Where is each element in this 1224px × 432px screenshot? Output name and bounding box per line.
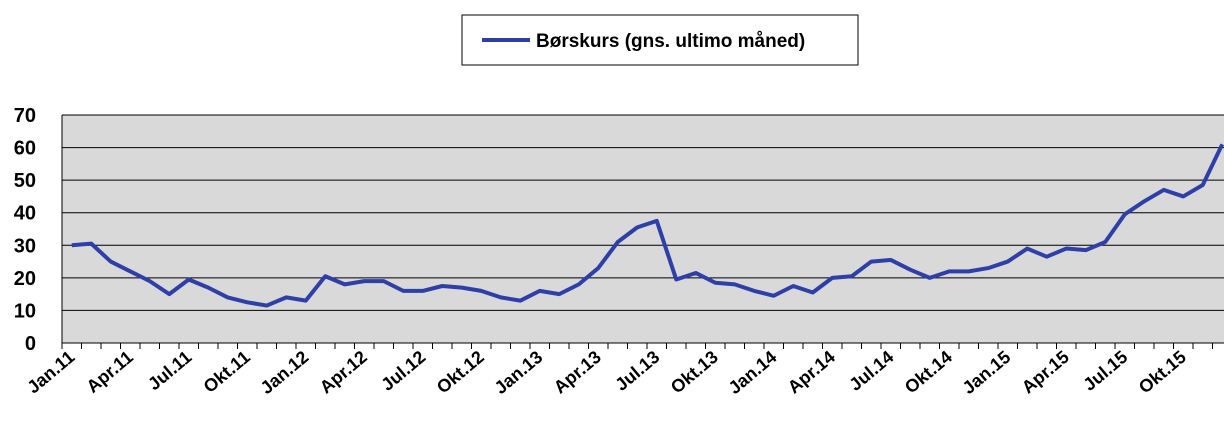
x-tick-label: Apr.15 bbox=[1018, 347, 1073, 398]
x-tick-label: Jul.11 bbox=[144, 347, 195, 394]
x-tick-label: Jul.12 bbox=[377, 347, 429, 395]
x-tick-label: Okt.12 bbox=[433, 347, 488, 398]
y-tick-label: 10 bbox=[14, 300, 36, 322]
x-tick-label: Jul.15 bbox=[1079, 347, 1131, 395]
x-tick-label: Apr.12 bbox=[316, 347, 371, 398]
y-tick-label: 20 bbox=[14, 268, 36, 290]
legend-label: Børskurs (gns. ultimo måned) bbox=[536, 31, 805, 52]
x-tick-label: Apr.11 bbox=[83, 347, 137, 397]
x-tick-label: Jan.12 bbox=[257, 347, 313, 398]
x-tick-label: Okt.14 bbox=[901, 347, 956, 398]
x-tick-label: Jul.14 bbox=[845, 347, 897, 395]
x-tick-label: Okt.11 bbox=[200, 347, 254, 397]
x-tick-label: Okt.13 bbox=[667, 347, 722, 398]
x-tick-label: Okt.15 bbox=[1135, 347, 1190, 398]
x-tick-label: Apr.14 bbox=[784, 347, 839, 398]
x-tick-label: Jan.15 bbox=[959, 347, 1015, 398]
y-tick-label: 50 bbox=[14, 170, 36, 192]
x-tick-label: Jan.13 bbox=[491, 347, 547, 398]
y-tick-label: 60 bbox=[14, 138, 36, 160]
x-tick-label: Jul.13 bbox=[611, 347, 663, 395]
y-tick-label: 30 bbox=[14, 235, 36, 257]
line-series bbox=[71, 143, 1224, 308]
plot-area bbox=[62, 115, 1224, 343]
x-tick-label: Apr.13 bbox=[550, 347, 605, 398]
y-tick-label: 70 bbox=[14, 105, 36, 127]
x-tick-label: Jan.14 bbox=[725, 347, 781, 398]
y-tick-label: 0 bbox=[25, 333, 36, 355]
y-tick-label: 40 bbox=[14, 203, 36, 225]
